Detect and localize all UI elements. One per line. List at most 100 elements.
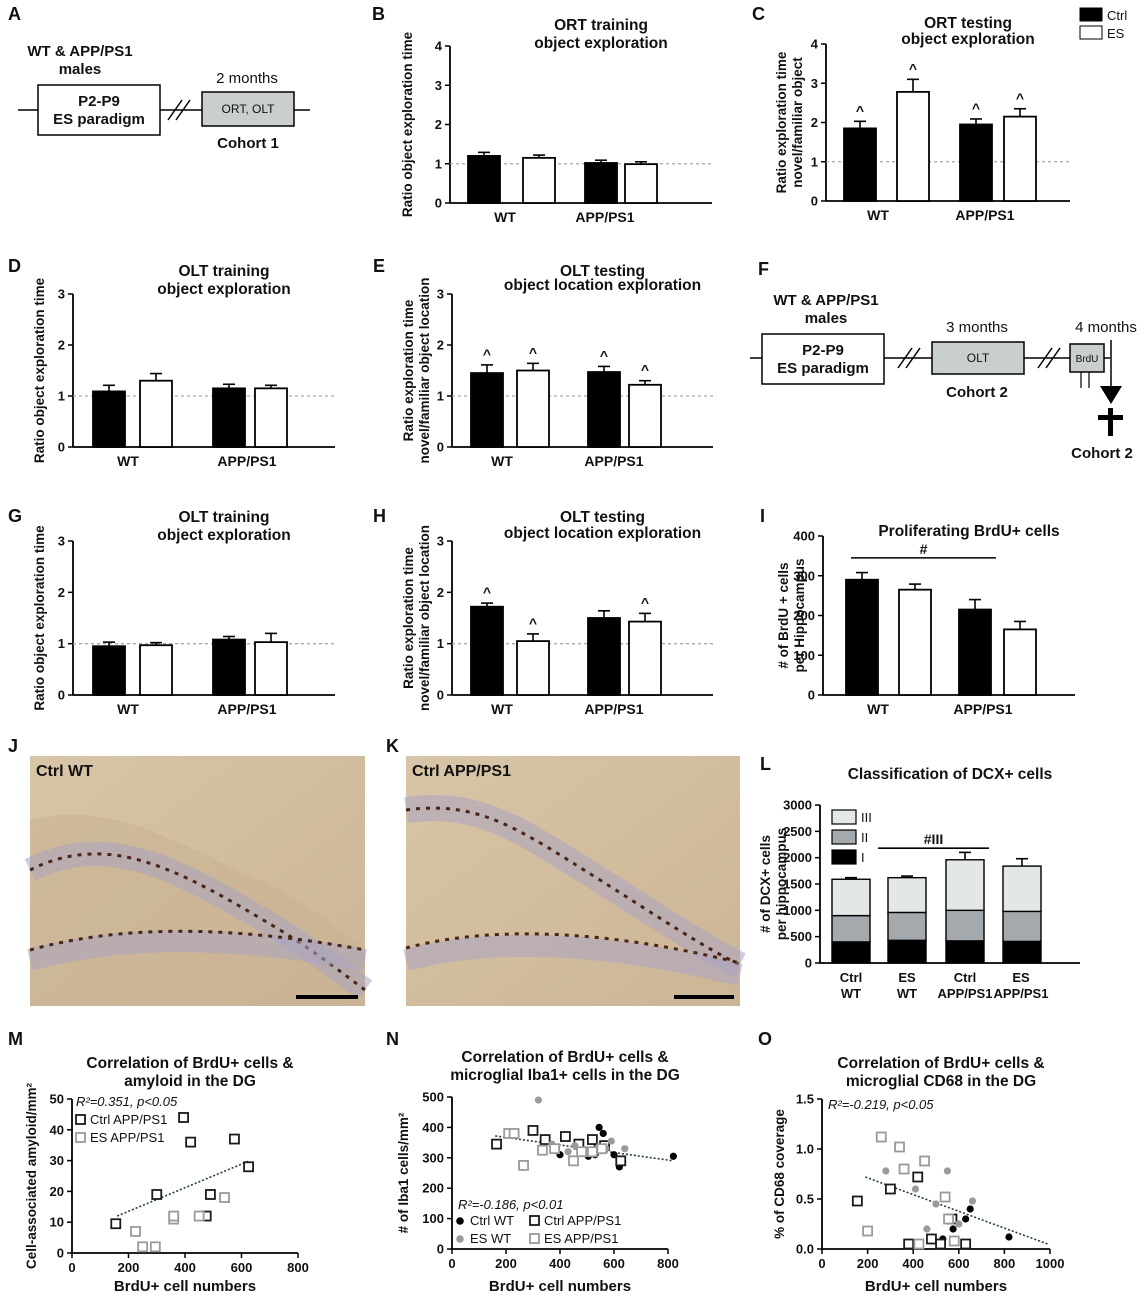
panel-f-paradigm-2: ES paradigm — [777, 360, 869, 377]
chart-M-point-0-6 — [243, 1161, 254, 1173]
chart-M-xtick-label-1: 200 — [118, 1260, 140, 1275]
panel-j-image: J Ctrl WT — [8, 736, 373, 1006]
chart-N-point-1-5 — [587, 1134, 598, 1145]
chart-O-point-3-7 — [943, 1213, 954, 1225]
panel-k-neuron-row — [405, 806, 741, 967]
panel-a-test-box — [201, 91, 295, 127]
panel-a-paradigm-2: ES paradigm — [53, 111, 145, 128]
panel-a-tests: ORT, OLT — [222, 102, 276, 116]
panel-f-paradigm-box — [761, 333, 885, 385]
panel-a-age: 2 months — [216, 70, 278, 87]
chart-C-bar-ctrl-1 — [959, 123, 993, 202]
chart-O-point-1-1 — [885, 1183, 896, 1195]
chart-I-ylabel-1: per Hippocampus — [792, 558, 807, 672]
panel-f-break-1 — [897, 347, 913, 369]
chart-O-ytick-label-2: 1.0 — [796, 1142, 814, 1157]
legend: Ctrl ES — [1079, 7, 1127, 41]
chart-E-sig-mark-3: ^ — [641, 362, 649, 378]
chart-L-legend-label-iii: III — [861, 810, 872, 825]
chart-O-ylabel-0: % of CD68 coverage — [772, 1109, 787, 1239]
chart-G-xcat-1: APP/PS1 — [217, 701, 276, 717]
chart-M-title-0: Correlation of BrdU+ cells & — [86, 1055, 293, 1072]
chart-H-bar-es-1 — [628, 620, 662, 696]
chart-L-segment-ii-2 — [945, 909, 985, 942]
chart-O-point-2-6 — [968, 1197, 977, 1205]
chart-H-title-1: object location exploration — [504, 525, 701, 542]
chart-M-legend-marker-1 — [75, 1132, 86, 1143]
chart-N-annotation: R²=-0.186, p<0.01 — [458, 1197, 564, 1212]
chart-H-bar-ctrl-0 — [470, 605, 504, 696]
chart-O-point-0-2 — [962, 1215, 970, 1223]
chart-N-point-0-4 — [599, 1129, 607, 1138]
chart-B-bar-es-0 — [522, 156, 556, 204]
chart-N-xtick-label-4: 800 — [657, 1256, 679, 1271]
chart-I-xcat-1: APP/PS1 — [953, 701, 1012, 717]
chart-B-xcat-1: APP/PS1 — [575, 209, 634, 225]
chart-I-sig-label: # — [920, 541, 928, 557]
chart-L-ytick-label-4: 2000 — [783, 850, 812, 865]
chart-M-legend-marker-0 — [75, 1114, 86, 1125]
panel-f-age-1: 3 months — [946, 319, 1008, 336]
panel-a-paradigm-box — [37, 84, 161, 136]
chart-N-point-2-0 — [534, 1096, 543, 1104]
chart-M-point-0-3 — [185, 1136, 197, 1148]
chart-N-point-1-8 — [615, 1155, 627, 1167]
chart-E-ytick-label-2: 2 — [437, 338, 444, 353]
chart-C-ytick-label-1: 1 — [811, 154, 818, 169]
chart-O-point-0-4 — [1005, 1233, 1013, 1241]
chart-D-bar-es-1 — [254, 387, 288, 448]
chart-M-point-1-0 — [130, 1226, 141, 1237]
chart-G-ytick-label-2: 2 — [58, 585, 65, 600]
chart-N-xlabel: BrdU+ cell numbers — [489, 1278, 631, 1295]
chart-L-ytick-label-6: 3000 — [783, 798, 812, 813]
chart-H-sig-mark-2: ^ — [529, 615, 537, 631]
chart-L-segment-ii-0 — [831, 914, 871, 943]
panel-letter-n: N — [386, 1029, 399, 1049]
chart-N-ytick-label-2: 200 — [422, 1181, 444, 1196]
chart-E-ylabel-0: Ratio exploration time — [401, 299, 416, 441]
chart-I-ylabel-0: # of BrdU + cells — [776, 562, 791, 668]
chart-M-xlabel: BrdU+ cell numbers — [114, 1278, 256, 1295]
panel-f-group-label-2: males — [805, 310, 848, 327]
chart-m: M Correlation of BrdU+ cells &amyloid in … — [8, 1029, 309, 1295]
chart-M-fit-line — [116, 1159, 251, 1217]
panel-letter-i: I — [760, 506, 765, 526]
chart-L-ylabel-0: # of DCX+ cells — [758, 835, 773, 933]
panel-k-caption: Ctrl APP/PS1 — [412, 763, 511, 780]
chart-O-xtick-label-5: 1000 — [1036, 1256, 1065, 1271]
chart-B-ytick-label-3: 3 — [435, 78, 442, 93]
chart-I-bar-es-0 — [898, 588, 932, 696]
chart-L-ytick-label-2: 1000 — [783, 903, 812, 918]
legend-ctrl-swatch — [1079, 7, 1103, 22]
chart-E-ylabel-1: novel/familiar object location — [417, 277, 432, 463]
chart-L-legend-label-ii: II — [861, 830, 868, 845]
chart-N-point-0-3 — [595, 1123, 603, 1131]
chart-D-bar-ctrl-0 — [92, 390, 126, 448]
chart-B-bar-es-1 — [624, 163, 658, 204]
chart-L-legend-swatch-ii — [831, 829, 857, 845]
chart-N-point-1-1 — [527, 1125, 539, 1136]
chart-L-segment-iii-2 — [945, 859, 985, 912]
chart-O-point-2-2 — [923, 1225, 931, 1233]
chart-L-segment-i-0 — [831, 941, 871, 964]
chart-D-ylabel-0: Ratio object exploration time — [32, 277, 47, 463]
chart-L-legend-swatch-i — [831, 849, 857, 865]
chart-N-legend-marker-1 — [529, 1215, 540, 1226]
chart-M-xtick-label-4: 800 — [287, 1260, 309, 1275]
chart-G-title-0: OLT training — [179, 509, 270, 526]
chart-B-xcat-0: WT — [494, 209, 516, 225]
chart-L-xcat-2-0: Ctrl — [954, 970, 976, 985]
chart-N-point-3-6 — [576, 1146, 587, 1158]
panel-f-test-box — [931, 341, 1025, 375]
chart-N-legend-marker-3 — [529, 1233, 540, 1244]
chart-B-ytick-label-4: 4 — [435, 39, 443, 54]
chart-N-ytick-label-0: 0 — [437, 1242, 444, 1257]
chart-C-ytick-label-3: 3 — [811, 76, 818, 91]
chart-B-bar-ctrl-0 — [467, 154, 501, 204]
chart-N-legend-label-1: Ctrl APP/PS1 — [544, 1213, 621, 1228]
chart-E-sig-mark-0: ^ — [483, 346, 491, 362]
chart-N-xtick-label-2: 400 — [549, 1256, 571, 1271]
chart-O-xtick-label-1: 200 — [857, 1256, 879, 1271]
